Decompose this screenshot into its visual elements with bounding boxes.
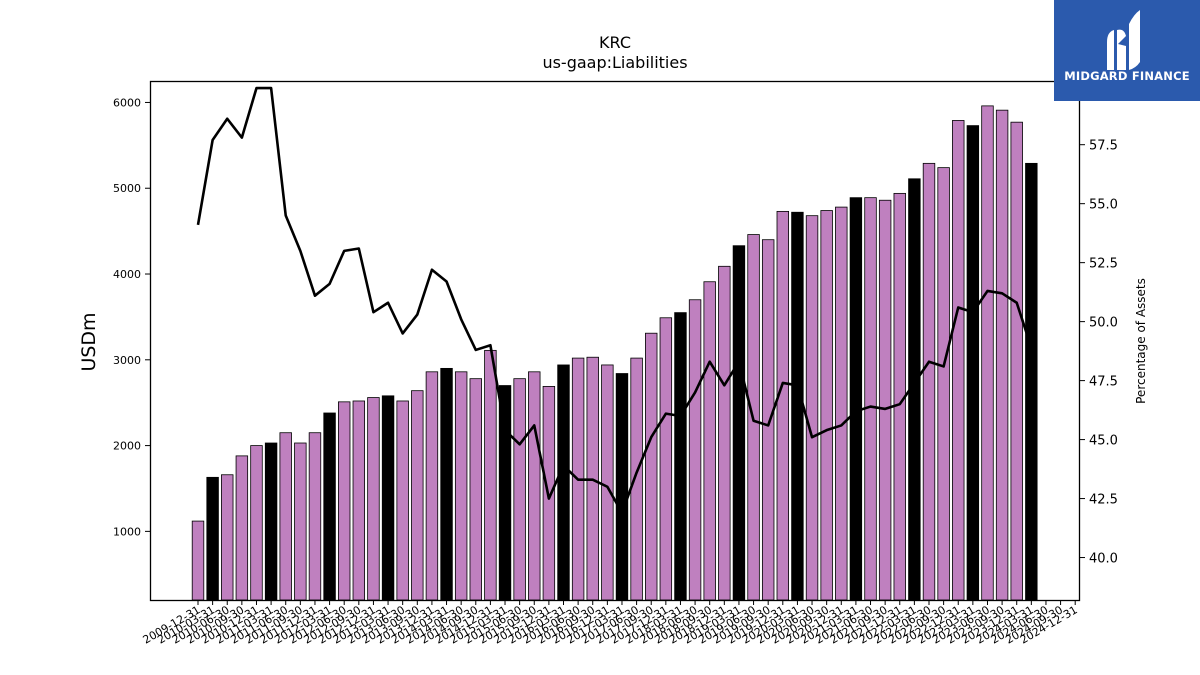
y2-tick-label: 45.0	[1089, 434, 1118, 449]
bar	[367, 397, 380, 601]
bar	[849, 197, 863, 601]
bar	[294, 442, 307, 601]
bar	[601, 364, 614, 601]
bar	[981, 105, 994, 601]
bar	[323, 412, 336, 601]
bar	[761, 239, 775, 601]
y-axis-right: 40.0 42.5 45.0 47.5 50.0 52.5 55.0 57.5	[1080, 139, 1118, 567]
y2-tick-label: 55.0	[1089, 198, 1118, 213]
bar	[952, 120, 965, 601]
bar	[454, 371, 468, 601]
chart-title: KRC	[599, 33, 631, 52]
bar	[498, 385, 512, 601]
bar	[279, 432, 292, 601]
bar	[396, 400, 409, 601]
bar	[469, 378, 482, 601]
bar	[352, 400, 366, 601]
midgard-logo-icon	[1107, 10, 1140, 71]
bar	[264, 442, 278, 601]
bar	[835, 206, 848, 601]
y-tick-label: 4000	[113, 268, 141, 281]
percentage-line	[196, 86, 1033, 515]
bar	[995, 109, 1009, 601]
y2-axis-label: Percentage of Assets	[1134, 278, 1148, 404]
bar	[411, 390, 424, 601]
bar	[440, 367, 453, 601]
brand-logo: MIDGARD FINANCE	[1054, 0, 1200, 101]
y-tick-label: 3000	[113, 354, 141, 367]
bar	[791, 211, 804, 601]
y2-tick-label: 42.5	[1089, 493, 1118, 508]
bar	[191, 520, 205, 601]
y-tick-label: 5000	[113, 182, 141, 195]
bar	[250, 445, 263, 601]
bar	[425, 371, 439, 601]
bar	[659, 317, 673, 601]
bar	[337, 401, 351, 601]
bar	[966, 125, 980, 601]
y-axis-label: USDm	[78, 312, 100, 371]
bar	[805, 215, 819, 601]
bar	[718, 265, 731, 601]
y2-tick-label: 50.0	[1089, 316, 1118, 331]
bar	[1010, 121, 1023, 601]
line-series-layer	[196, 86, 1033, 515]
y-tick-label: 2000	[113, 440, 141, 453]
y-axis-left: 1000 2000 3000 4000 5000 6000	[113, 96, 150, 538]
y2-tick-label: 47.5	[1089, 375, 1118, 390]
bar	[674, 312, 687, 601]
bar	[630, 357, 643, 601]
bar	[864, 197, 877, 601]
bar	[557, 364, 570, 601]
y-tick-label: 6000	[113, 96, 141, 109]
bar	[732, 245, 746, 601]
bar	[381, 395, 395, 601]
bar	[878, 199, 892, 601]
bar	[937, 167, 950, 601]
bar	[615, 373, 629, 601]
bar	[206, 476, 219, 601]
bar	[688, 299, 702, 601]
bar	[235, 455, 249, 601]
x-axis: 2009-12-312010-03-312010-06-302010-09-30…	[141, 600, 1080, 647]
y2-tick-label: 57.5	[1089, 139, 1118, 154]
bar	[703, 281, 716, 601]
bar	[922, 162, 936, 601]
bar	[820, 210, 833, 601]
bar	[528, 371, 541, 601]
bar	[1025, 162, 1038, 601]
y-tick-label: 1000	[113, 525, 141, 538]
bar	[221, 474, 234, 601]
y2-tick-label: 52.5	[1089, 257, 1118, 272]
bar-series	[191, 105, 1038, 601]
bar	[645, 332, 658, 601]
bar	[308, 432, 322, 601]
bar	[776, 210, 790, 601]
brand-name: MIDGARD FINANCE	[1064, 69, 1190, 83]
bar	[484, 349, 497, 601]
y2-tick-label: 40.0	[1089, 552, 1118, 567]
chart-subtitle: us-gaap:Liabilities	[542, 53, 688, 72]
plot-frame	[149, 80, 1081, 602]
bar	[513, 378, 526, 601]
